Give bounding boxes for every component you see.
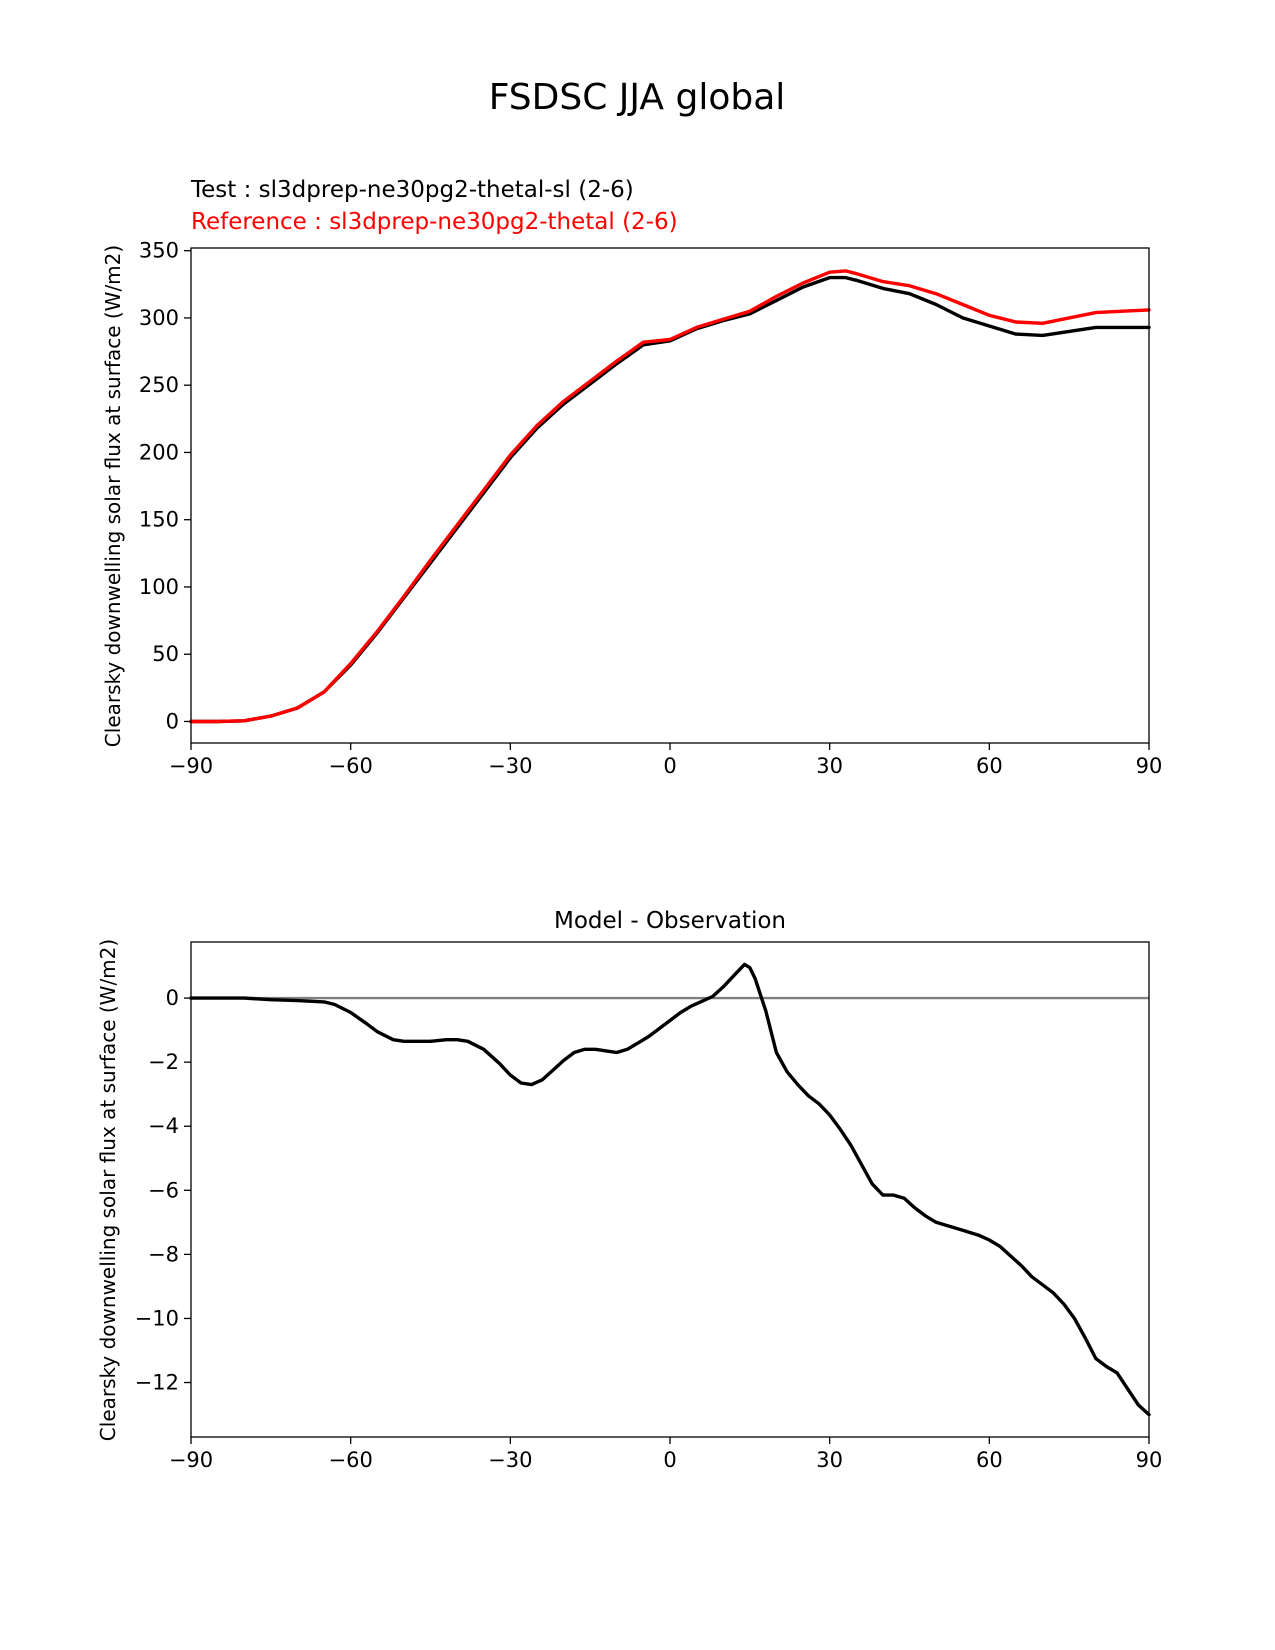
bottom-title: Model - Observation bbox=[554, 908, 786, 934]
y-tick-label: 150 bbox=[139, 508, 179, 532]
y-tick-label: 300 bbox=[139, 306, 179, 330]
figure-title: FSDSC JJA global bbox=[489, 77, 786, 118]
x-tick-label: 90 bbox=[1136, 1448, 1163, 1472]
y-tick-label: 200 bbox=[139, 440, 179, 464]
test-series-line bbox=[189, 275, 1151, 724]
reference-subtitle: Reference : sl3dprep-ne30pg2-thetal (2-6… bbox=[191, 209, 678, 235]
y-tick-label: −2 bbox=[148, 1050, 179, 1074]
y-tick-label: −4 bbox=[148, 1114, 179, 1138]
test-subtitle: Test : sl3dprep-ne30pg2-thetal-sl (2-6) bbox=[190, 177, 634, 203]
y-tick-label: −10 bbox=[135, 1306, 179, 1330]
reference-series-line bbox=[189, 269, 1151, 724]
y-tick-label: 250 bbox=[139, 373, 179, 397]
bottom-plot-area: −90 −60 −30 0 30 60 90 0 −2 −4 −6 −8 −10 −12 bbox=[135, 962, 1163, 1472]
bottom-y-axis-label: Clearsky downwelling solar flux at surfa… bbox=[96, 939, 120, 1441]
x-tick-label: 30 bbox=[816, 754, 843, 778]
x-tick-label: −60 bbox=[329, 1448, 373, 1472]
x-tick-label: −60 bbox=[329, 754, 373, 778]
top-panel: Test : sl3dprep-ne30pg2-thetal-sl (2-6) … bbox=[101, 177, 1162, 778]
difference-series-line bbox=[189, 962, 1151, 1417]
x-tick-label: 60 bbox=[976, 754, 1003, 778]
x-tick-label: 60 bbox=[976, 1448, 1003, 1472]
y-tick-label: −12 bbox=[135, 1371, 179, 1395]
top-plot-area: −90 −60 −30 0 30 60 90 0 50 100 150 200 250 300 350 bbox=[139, 239, 1162, 778]
top-plot-frame bbox=[190, 247, 1150, 744]
x-tick-label: 30 bbox=[816, 1448, 843, 1472]
x-tick-label: −90 bbox=[169, 1448, 213, 1472]
x-tick-label: 0 bbox=[663, 1448, 676, 1472]
y-tick-label: 50 bbox=[152, 642, 179, 666]
x-tick-label: 0 bbox=[663, 754, 676, 778]
x-tick-label: −30 bbox=[488, 754, 532, 778]
y-tick-label: 0 bbox=[166, 709, 179, 733]
bottom-panel: Model - Observation Clearsky downwelling… bbox=[96, 908, 1162, 1472]
x-tick-label: −30 bbox=[488, 1448, 532, 1472]
top-y-axis-label: Clearsky downwelling solar flux at surfa… bbox=[101, 245, 125, 747]
y-tick-label: −8 bbox=[148, 1242, 179, 1266]
y-tick-label: −6 bbox=[148, 1178, 179, 1202]
x-tick-label: −90 bbox=[169, 754, 213, 778]
x-tick-label: 90 bbox=[1136, 754, 1163, 778]
y-tick-label: 350 bbox=[139, 239, 179, 263]
y-tick-label: 0 bbox=[166, 986, 179, 1010]
y-tick-label: 100 bbox=[139, 575, 179, 599]
bottom-plot-frame bbox=[190, 941, 1150, 1438]
